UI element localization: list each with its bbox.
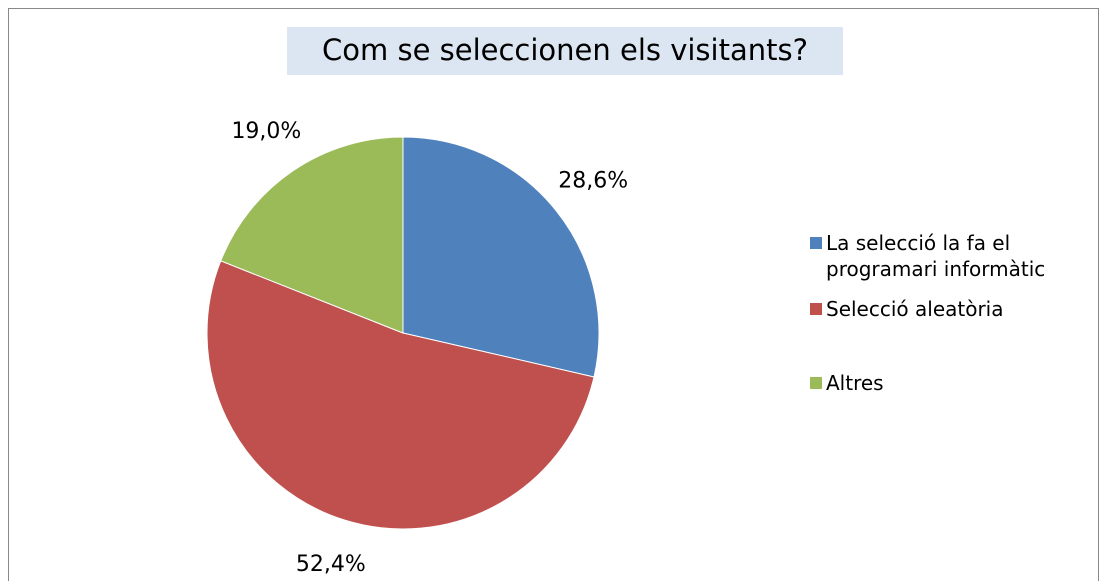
legend: La selecció la fa el programari informàt…	[810, 230, 1095, 410]
pie-slice	[206, 260, 595, 530]
legend-item: La selecció la fa el programari informàt…	[810, 230, 1095, 282]
pie-slice	[220, 136, 404, 334]
data-label: 52,4%	[296, 552, 366, 577]
legend-swatch	[810, 303, 822, 315]
legend-label: Selecció aleatòria	[826, 297, 1004, 321]
legend-swatch	[810, 377, 822, 389]
chart-title: Com se seleccionen els visitants?	[322, 33, 808, 67]
legend-item: Altres	[810, 370, 1095, 396]
chart-border	[8, 8, 1099, 581]
legend-label: La selecció la fa el programari informàt…	[826, 231, 1046, 281]
data-label: 19,0%	[231, 119, 301, 144]
title-background	[287, 27, 843, 75]
legend-item: Selecció aleatòria	[810, 296, 1095, 322]
data-label: 28,6%	[558, 169, 628, 194]
legend-label: Altres	[826, 371, 884, 395]
legend-swatch	[810, 237, 822, 249]
pie-slice	[402, 136, 600, 378]
